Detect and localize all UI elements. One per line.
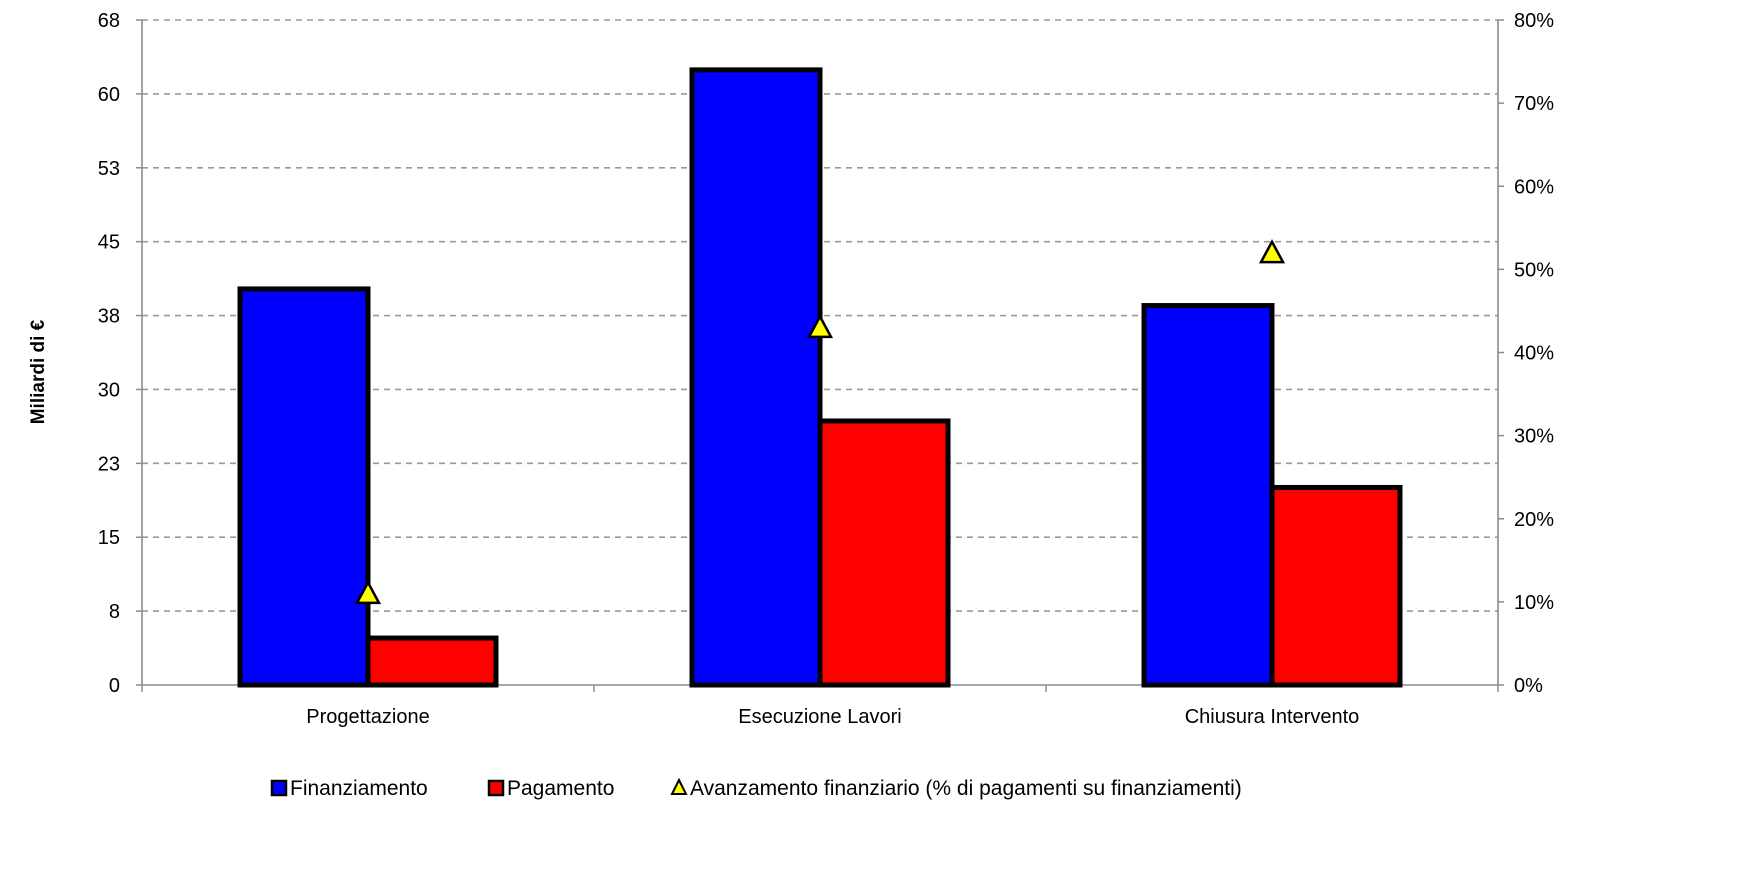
y2-tick-label: 60%: [1514, 176, 1554, 198]
y-tick-label: 23: [98, 453, 120, 475]
x-tick-label: Progettazione: [306, 706, 429, 728]
y2-tick-label: 40%: [1514, 343, 1554, 365]
legend-swatch: [270, 779, 288, 797]
marker-avanzamento: [354, 579, 382, 605]
y-tick-label: 8: [109, 601, 120, 623]
legend-swatch: [670, 777, 688, 795]
legend: Finanziamento Pagamento Avanzamento finanz…: [270, 777, 1242, 800]
bar-pagamento: [817, 418, 951, 688]
marker-avanzamento: [1258, 239, 1286, 264]
bar-pagamento: [365, 635, 499, 688]
legend-label: Avanzamento finanziario (% di pagamenti …: [690, 777, 1242, 800]
x-tick-label: Esecuzione Lavori: [738, 706, 901, 728]
y-tick-label: 30: [98, 379, 120, 401]
y2-tick-label: 20%: [1514, 509, 1554, 531]
y2-tick-label: 80%: [1514, 10, 1554, 32]
bar-finanziamento: [1141, 303, 1275, 688]
bars: [237, 67, 1403, 688]
marker-avanzamento: [806, 313, 834, 339]
bar-finanziamento: [689, 67, 823, 688]
x-tick-label: Chiusura Intervento: [1185, 706, 1360, 728]
y-axis-title: Miliardi di €: [28, 319, 49, 424]
y2-tick-label: 50%: [1514, 259, 1554, 281]
y2-tick-label: 10%: [1514, 592, 1554, 614]
y-tick-label: 60: [98, 84, 120, 106]
y-tick-label: 45: [98, 232, 120, 254]
markers: [354, 239, 1286, 605]
y-tick-label: 0: [109, 675, 120, 697]
legend-label: Finanziamento: [290, 777, 428, 800]
y-tick-label: 15: [98, 527, 120, 549]
legend-swatch: [487, 779, 505, 797]
y2-tick-label: 0%: [1514, 675, 1543, 697]
legend-label: Pagamento: [507, 777, 614, 800]
bar-finanziamento: [237, 286, 371, 688]
y2-tick-label: 70%: [1514, 93, 1554, 115]
axis-labels: 0 8 15 23 30 38 45 53 60 68 0% 10% 20% 30% 40% 50% 60% 70…: [98, 10, 1554, 728]
y-tick-label: 68: [98, 10, 120, 32]
y-tick-label: 38: [98, 306, 120, 328]
y2-tick-label: 30%: [1514, 426, 1554, 448]
bar-pagamento: [1269, 484, 1403, 688]
y-tick-label: 53: [98, 158, 120, 180]
